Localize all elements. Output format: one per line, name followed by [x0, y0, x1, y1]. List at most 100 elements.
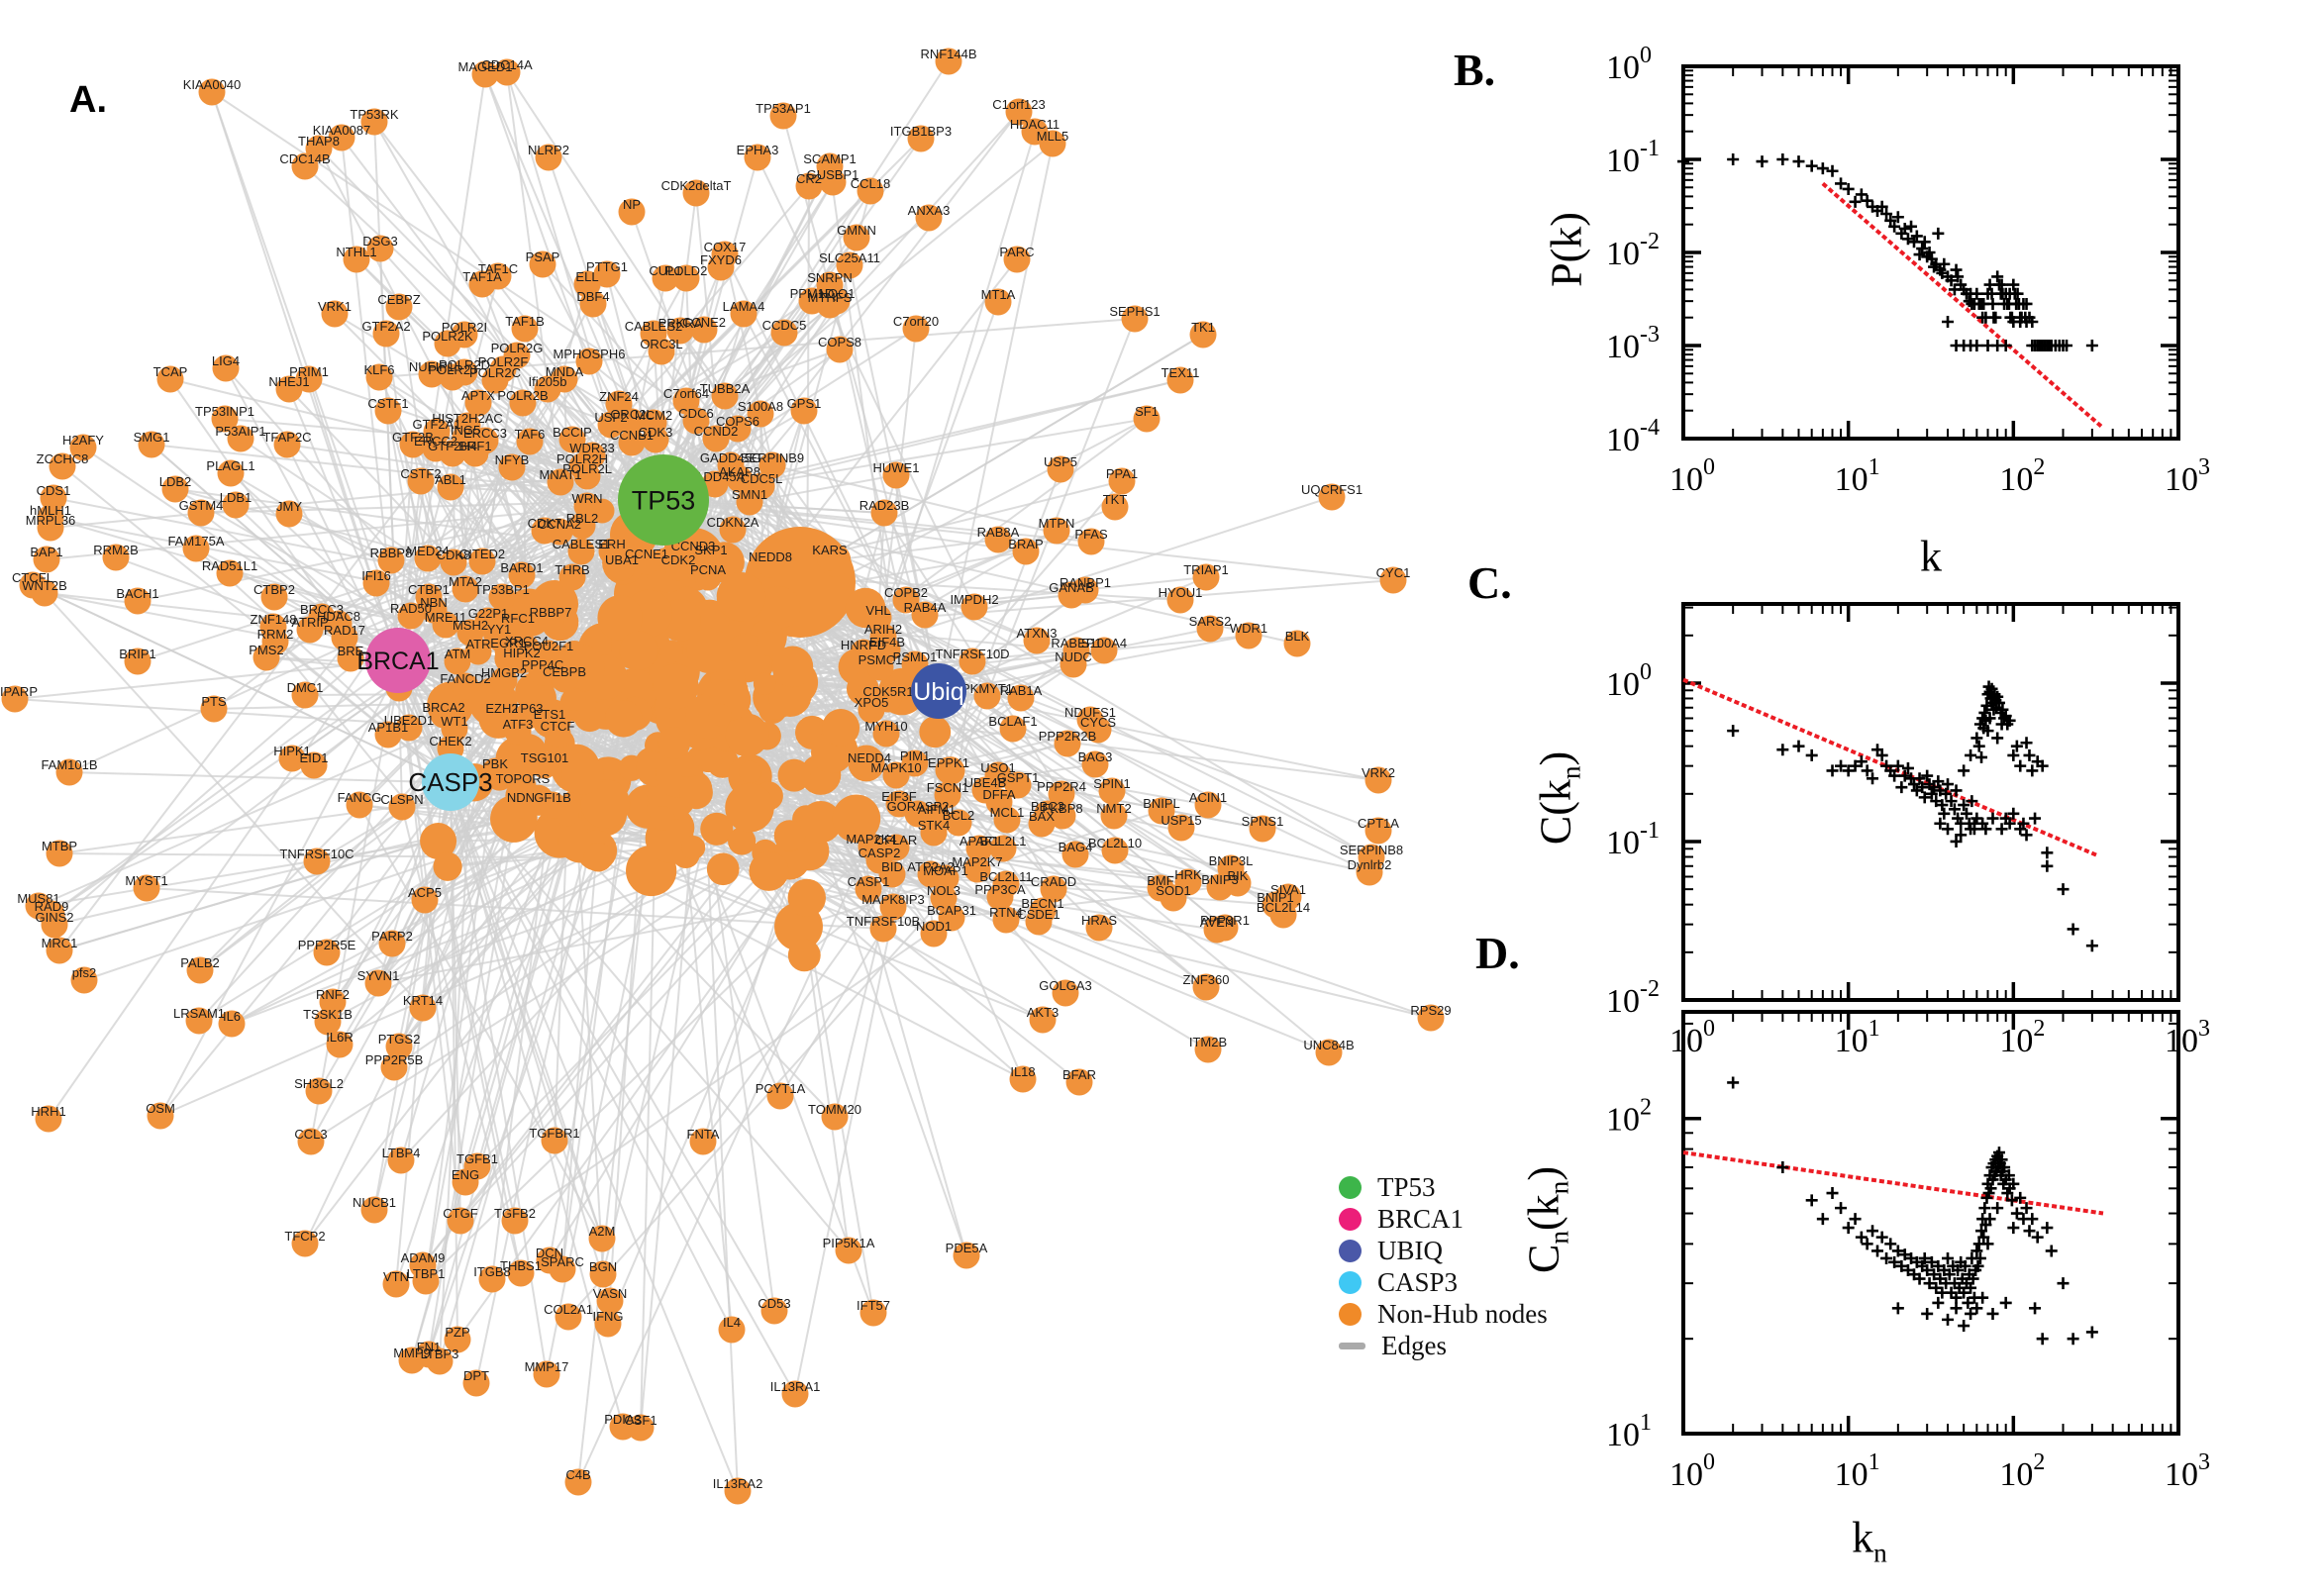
network-node	[748, 472, 775, 500]
network-node-label: GUSBP1	[807, 167, 859, 182]
scatter-point	[1983, 712, 1996, 725]
network-node	[1194, 1036, 1222, 1063]
network-node-label: RAD17	[324, 623, 365, 638]
network-node	[69, 434, 97, 461]
network-node	[222, 491, 250, 519]
network-node	[33, 546, 60, 573]
network-node-label: PTTG1	[586, 259, 628, 274]
network-node	[185, 1007, 213, 1035]
hub-node-label: CASP3	[408, 767, 492, 797]
network-filler-node	[650, 806, 675, 831]
network-node	[365, 363, 393, 391]
network-edge	[567, 897, 945, 1318]
network-node-label: ARIH2	[864, 622, 902, 637]
network-node-label: PDE5A	[946, 1241, 988, 1255]
network-node-label: TEX11	[1162, 365, 1200, 380]
legend: TP53 BRCA1 UBIQ CASP3 Non-Hub nodes Edges	[1339, 1172, 1548, 1362]
panel-d-x-axis-label: kn	[1852, 1513, 1887, 1568]
network-node-label: MTA2	[449, 574, 482, 589]
network-node-label: BCL2	[943, 808, 975, 823]
network-node-label: TOPORS	[496, 771, 551, 786]
scatter-point	[1991, 270, 2004, 283]
axis-tick-label: 10-2	[1606, 229, 1660, 272]
network-node-label: ADAM9	[401, 1250, 446, 1265]
scatter-point	[1976, 1291, 1989, 1304]
axis-tick-label: 101	[1835, 1449, 1880, 1493]
network-node	[498, 453, 526, 481]
network-node-label: XRCC4	[505, 634, 549, 648]
network-node-label: IFNG	[592, 1309, 623, 1324]
network-node-label: YY1	[487, 622, 512, 637]
legend-item-label: BRCA1	[1377, 1204, 1464, 1234]
scatter-point	[1970, 1302, 1983, 1315]
network-node-label: PPP2R2B	[1039, 729, 1097, 744]
network-filler-node	[777, 758, 811, 792]
network-node-label: GINS2	[35, 910, 73, 925]
network-node-label: CCNA2	[538, 517, 581, 532]
network-node	[321, 300, 349, 328]
scatter-point	[1998, 712, 2011, 725]
network-node	[564, 1468, 592, 1496]
network-node	[362, 569, 390, 597]
network-node-label: CR2	[796, 171, 822, 186]
network-node-label: MRPL36	[26, 513, 76, 528]
network-node	[984, 288, 1012, 316]
network-node	[697, 544, 725, 571]
network-node-label: LDB1	[220, 490, 252, 505]
scatter-point	[1959, 1259, 1971, 1272]
network-node	[41, 911, 68, 939]
network-node-label: MNAT1	[539, 467, 581, 482]
network-filler-node	[787, 878, 826, 918]
network-edge	[450, 781, 796, 1395]
network-node-label: IL6R	[326, 1030, 353, 1045]
scatter-point	[2014, 823, 2027, 836]
network-node-label: MPHOSPH6	[554, 347, 626, 361]
network-node-label: ZNF360	[1183, 972, 1230, 987]
network-node-label: TOMM20	[808, 1102, 861, 1117]
scatter-points	[1727, 1076, 2098, 1346]
network-node	[1023, 627, 1051, 654]
network-node-label: CDC14B	[279, 151, 330, 166]
scatter-point	[1842, 764, 1855, 777]
network-node	[291, 681, 319, 709]
network-node	[291, 152, 319, 180]
network-filler-node	[686, 628, 733, 674]
network-node-label: HNRPD	[841, 638, 886, 652]
network-node-label: POLR2J	[428, 362, 476, 377]
network-node	[724, 1477, 752, 1505]
axis-tick-label: 102	[1999, 1016, 2045, 1059]
network-node-label: BARD1	[500, 560, 543, 575]
network-node	[452, 575, 479, 603]
network-filler-node	[753, 672, 776, 695]
network-node-label: TP53BP1	[474, 582, 530, 597]
network-node	[399, 431, 427, 458]
network-node	[1048, 780, 1075, 808]
network-node-label: CPT1A	[1358, 816, 1399, 831]
network-node-label: PZP	[445, 1325, 469, 1340]
network-edge	[46, 499, 664, 560]
network-node	[452, 1168, 479, 1196]
network-node	[331, 624, 358, 651]
network-node-label: GSTM4	[179, 498, 224, 513]
scatter-point	[1727, 1076, 1740, 1089]
scatter-point	[1871, 1245, 1884, 1257]
network-node-label: TKT	[1103, 492, 1128, 507]
network-node	[1084, 716, 1112, 744]
scatter-point	[1861, 764, 1873, 777]
network-node	[575, 348, 603, 375]
network-node-label: PRKRA	[658, 316, 703, 331]
network-node	[55, 758, 83, 786]
network-node	[539, 791, 566, 819]
network-node	[682, 179, 710, 207]
network-node	[666, 317, 694, 345]
network-filler-node	[605, 700, 643, 738]
scatter-point	[1898, 769, 1911, 782]
axis-tick-label: 100	[1669, 454, 1715, 498]
network-edge	[938, 576, 1207, 692]
network-node-label: BAG4	[1059, 840, 1093, 854]
network-node-label: GTF2A1	[412, 417, 460, 432]
network-node-label: RPS29	[1410, 1003, 1451, 1018]
network-filler-node	[773, 820, 806, 851]
network-node-label: KLF6	[363, 362, 394, 377]
network-node-label: RAB4A	[904, 600, 947, 615]
